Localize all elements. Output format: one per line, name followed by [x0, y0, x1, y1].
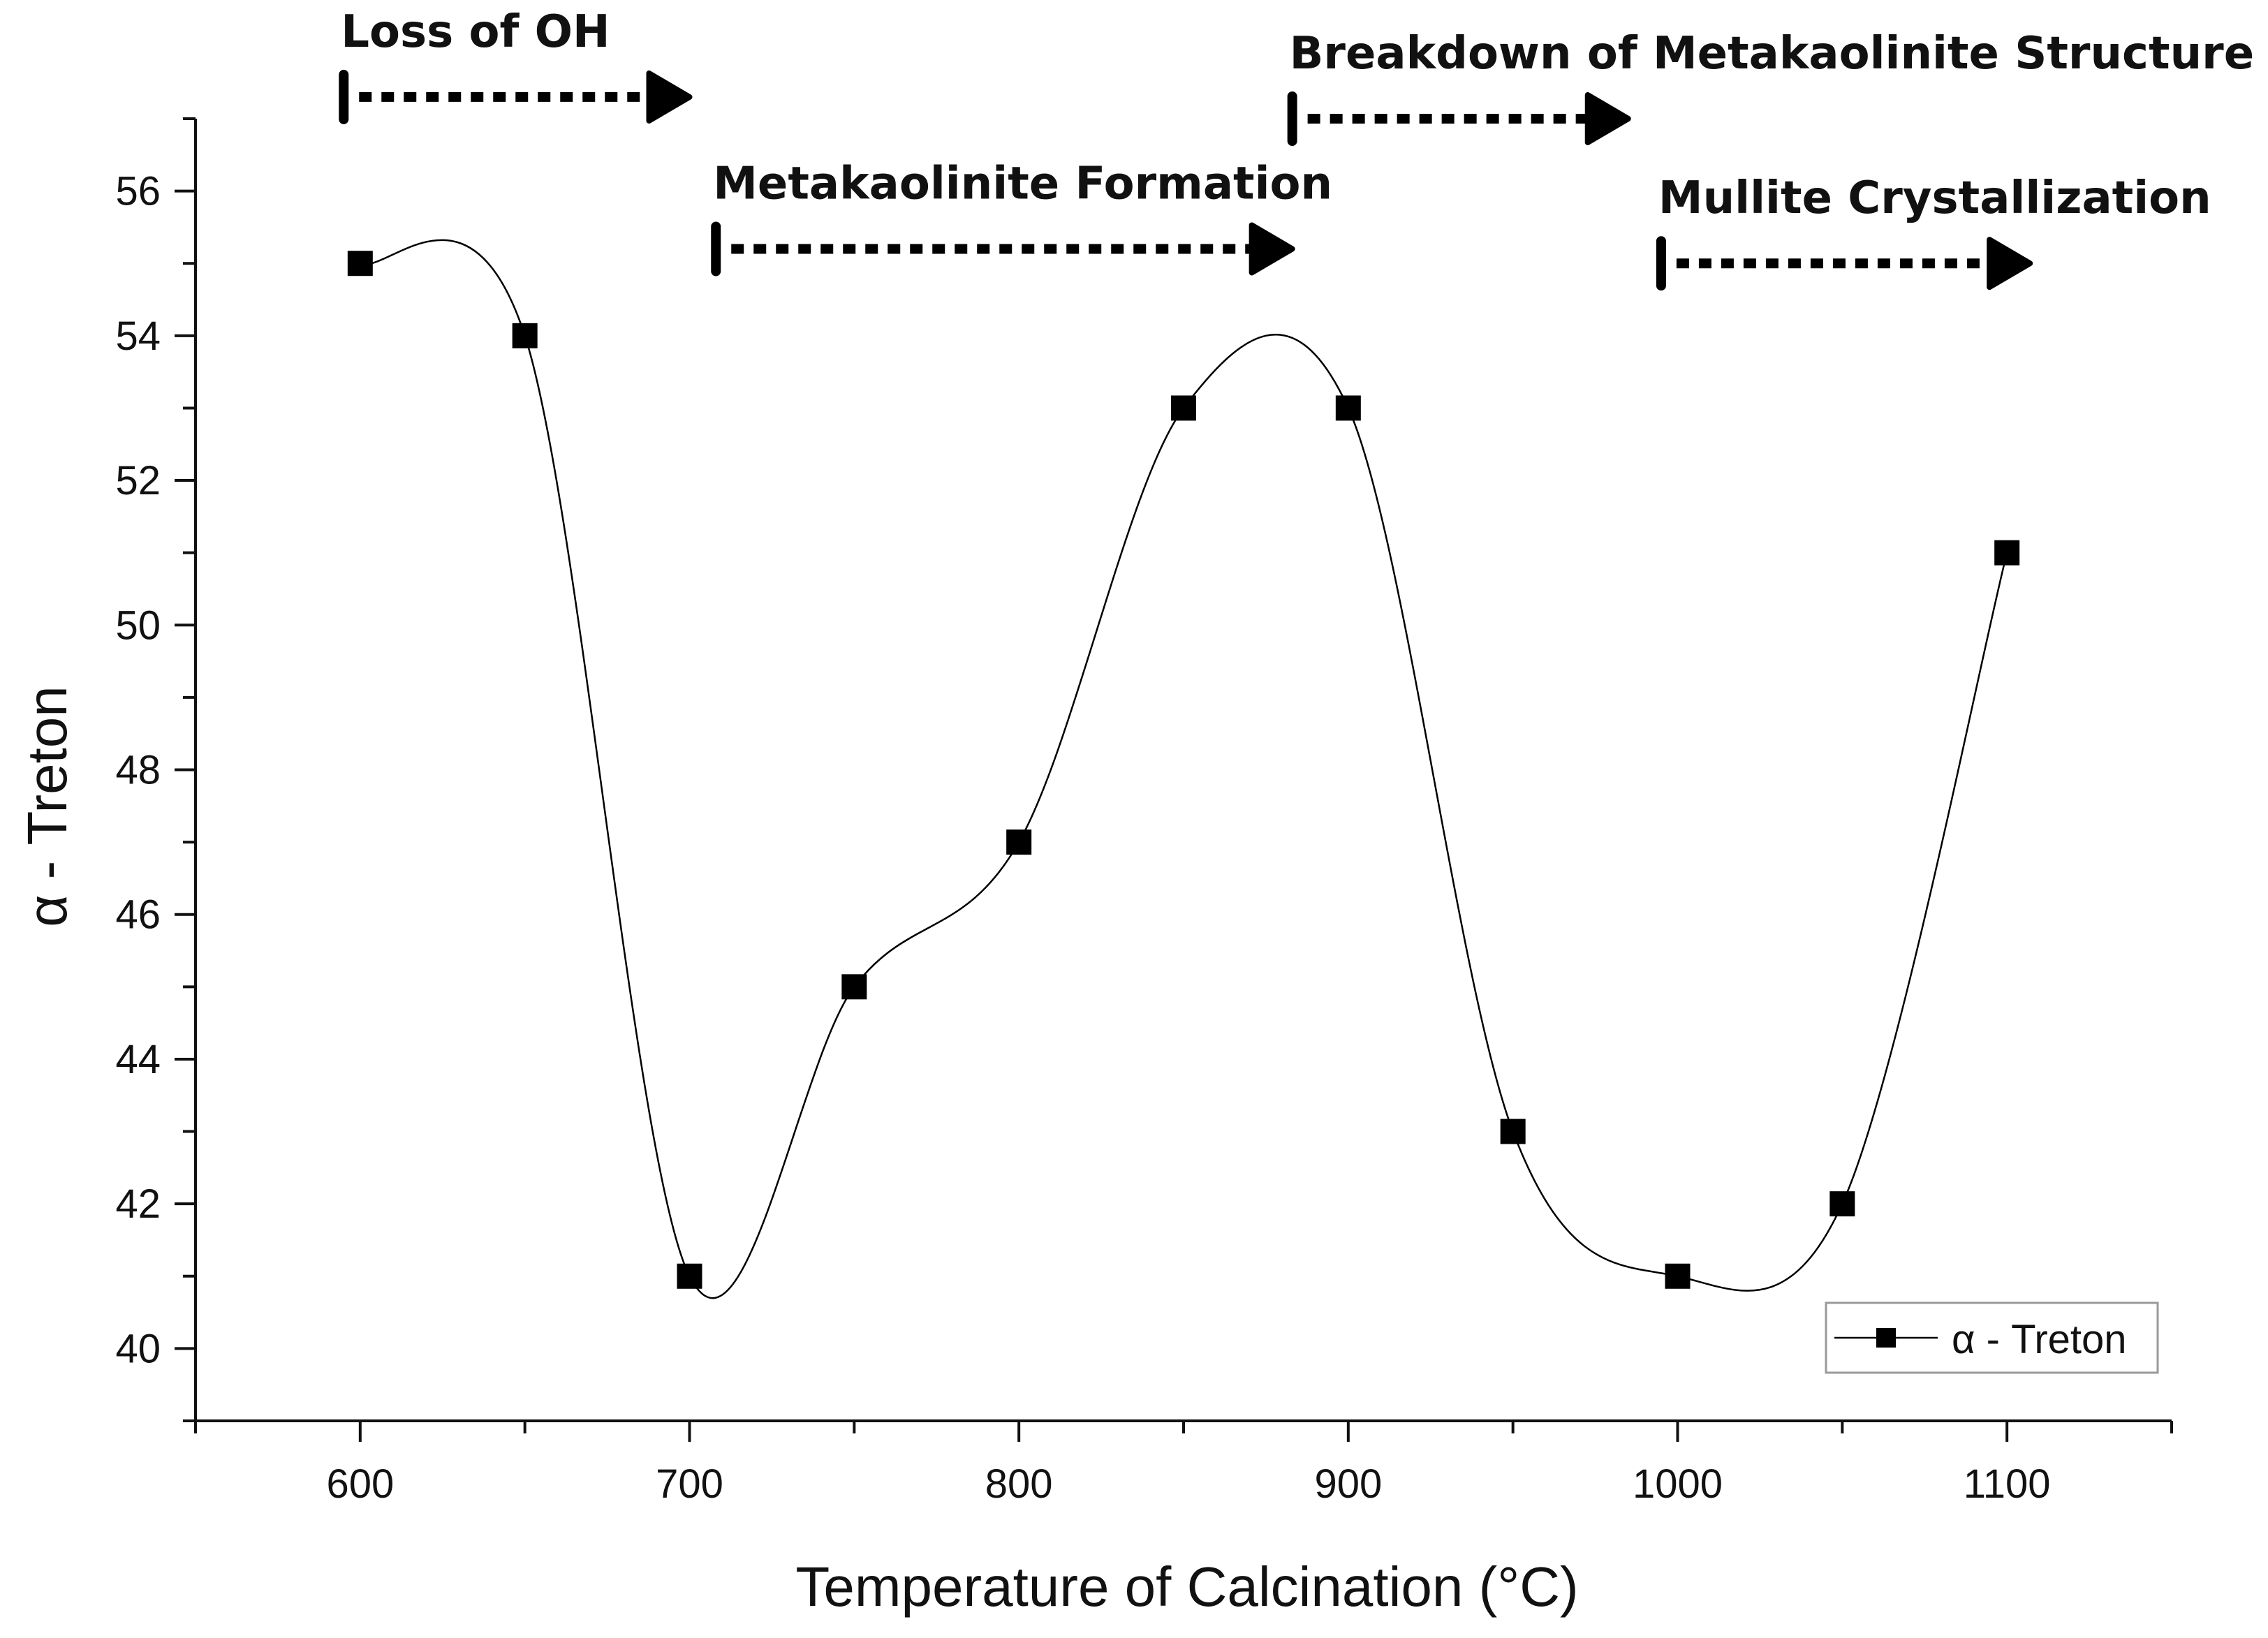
data-point [677, 1263, 702, 1289]
legend-label: α - Treton [1952, 1317, 2127, 1362]
y-tick-label: 40 [115, 1326, 161, 1371]
y-tick-label: 54 [115, 313, 161, 359]
y-tick-label: 44 [115, 1037, 161, 1082]
data-point [1171, 395, 1196, 421]
y-axis-title: α - Treton [16, 686, 78, 927]
phase-annotation: Metakaolinite Formation [711, 158, 1332, 276]
x-tick-label: 1000 [1633, 1461, 1723, 1507]
phase-label: Mullite Crystallization [1658, 172, 2211, 224]
x-axis-title: Temperature of Calcination (°C) [795, 1556, 1578, 1618]
x-tick-label: 700 [656, 1461, 723, 1507]
series-marker-layer [347, 251, 2020, 1289]
series-line [360, 239, 2008, 1299]
series-curve-layer [360, 239, 2008, 1299]
data-point [512, 323, 538, 348]
data-point [1829, 1191, 1855, 1217]
legend-marker [1876, 1328, 1896, 1348]
y-tick-label: 46 [115, 892, 161, 938]
phase-annotation: Mullite Crystallization [1656, 172, 2211, 291]
x-tick-label: 800 [985, 1461, 1053, 1507]
data-point [1665, 1263, 1691, 1289]
data-point [347, 251, 373, 276]
annotation-layer: Loss of OH Metakaolinite Formation Breakdo… [339, 6, 2254, 291]
y-tick-label: 50 [115, 603, 161, 648]
y-tick-label: 42 [115, 1181, 161, 1227]
phase-annotation: Loss of OH [339, 6, 693, 124]
legend: α - Treton [1825, 1301, 2159, 1374]
data-point [841, 974, 867, 1000]
data-point [1500, 1119, 1526, 1144]
y-tick-label: 56 [115, 169, 161, 214]
data-point [1335, 395, 1361, 421]
data-point [1994, 540, 2020, 566]
axes: 600 700 800 900 1000 1100 40 42 44 46 48 50 52 54 56 [115, 117, 2173, 1507]
phase-label: Breakdown of Metakaolinite Structure [1290, 28, 2254, 80]
phase-arrowhead [1249, 222, 1295, 276]
y-tick-label: 52 [115, 458, 161, 503]
x-tick-label: 900 [1314, 1461, 1382, 1507]
phase-arrowhead [646, 70, 693, 124]
x-tick-label: 600 [326, 1461, 394, 1507]
phase-arrowhead [1584, 92, 1631, 145]
x-tick-label: 1100 [1964, 1461, 2051, 1507]
phase-annotation: Breakdown of Metakaolinite Structure [1287, 28, 2254, 146]
phase-arrowhead [1987, 237, 2033, 290]
phase-label: Loss of OH [341, 6, 610, 58]
phase-label: Metakaolinite Formation [713, 158, 1332, 210]
data-point [1006, 829, 1032, 855]
y-tick-label: 48 [115, 748, 161, 793]
